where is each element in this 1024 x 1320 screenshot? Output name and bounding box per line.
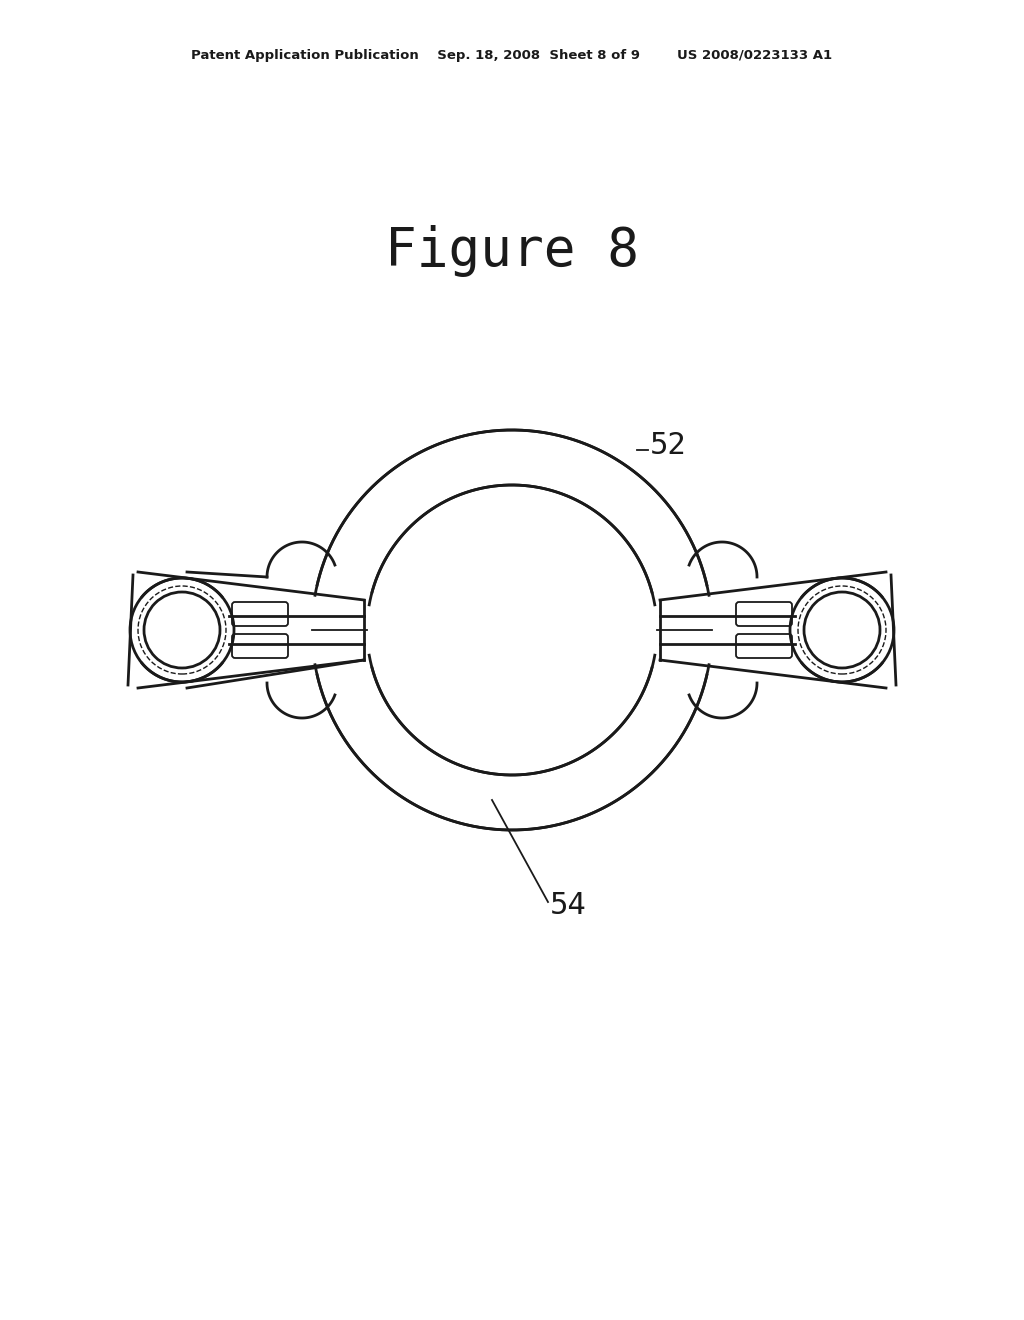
Text: Patent Application Publication    Sep. 18, 2008  Sheet 8 of 9        US 2008/022: Patent Application Publication Sep. 18, … — [191, 49, 833, 62]
Text: 52: 52 — [650, 430, 687, 459]
Text: 54: 54 — [550, 891, 587, 920]
Text: Figure 8: Figure 8 — [385, 224, 639, 277]
